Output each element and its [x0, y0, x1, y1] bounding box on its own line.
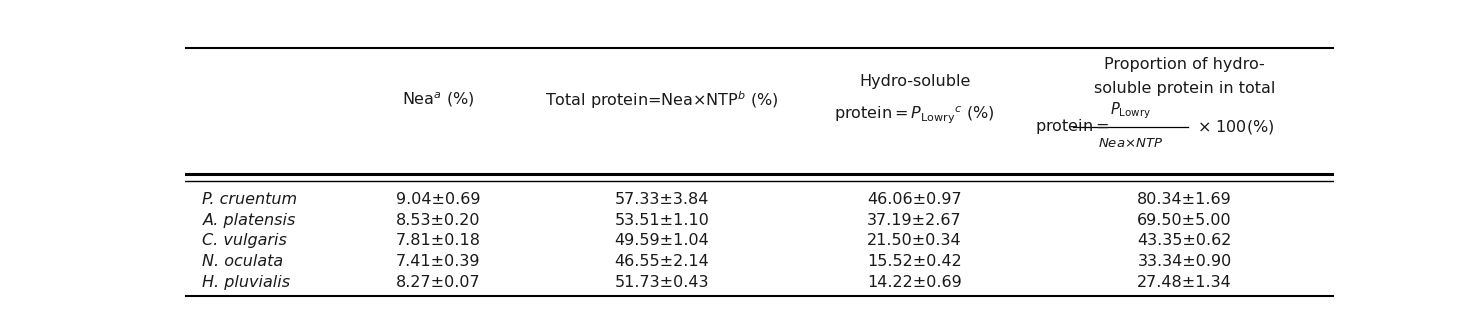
Text: Proportion of hydro-: Proportion of hydro- [1104, 57, 1264, 72]
Text: 37.19±2.67: 37.19±2.67 [867, 213, 962, 227]
Text: protein$=P_{\mathrm{Lowry}}$$^c$ (%): protein$=P_{\mathrm{Lowry}}$$^c$ (%) [834, 105, 994, 126]
Text: Total protein=Nea$\times$NTP$^b$ (%): Total protein=Nea$\times$NTP$^b$ (%) [545, 89, 778, 111]
Text: $P_{\mathrm{Lowry}}$: $P_{\mathrm{Lowry}}$ [1110, 101, 1152, 121]
Text: 7.41±0.39: 7.41±0.39 [396, 254, 480, 269]
Text: 21.50±0.34: 21.50±0.34 [867, 233, 962, 248]
Text: 8.27±0.07: 8.27±0.07 [396, 275, 480, 290]
Text: 27.48±1.34: 27.48±1.34 [1137, 275, 1232, 290]
Text: H. pluvialis: H. pluvialis [203, 275, 290, 290]
Text: 15.52±0.42: 15.52±0.42 [867, 254, 962, 269]
Text: $\mathit{Nea{\times}NTP}$: $\mathit{Nea{\times}NTP}$ [1098, 137, 1163, 150]
Text: 49.59±1.04: 49.59±1.04 [615, 233, 710, 248]
Text: 69.50±5.00: 69.50±5.00 [1137, 213, 1232, 227]
Text: 46.06±0.97: 46.06±0.97 [867, 192, 962, 207]
Text: 8.53±0.20: 8.53±0.20 [396, 213, 480, 227]
Text: 53.51±1.10: 53.51±1.10 [615, 213, 710, 227]
Text: P. cruentum: P. cruentum [203, 192, 298, 207]
Text: 80.34±1.69: 80.34±1.69 [1137, 192, 1232, 207]
Text: 9.04±0.69: 9.04±0.69 [396, 192, 480, 207]
Text: soluble protein in total: soluble protein in total [1094, 81, 1275, 96]
Text: 33.34±0.90: 33.34±0.90 [1137, 254, 1232, 269]
Text: 51.73±0.43: 51.73±0.43 [615, 275, 710, 290]
Text: 43.35±0.62: 43.35±0.62 [1137, 233, 1232, 248]
Text: 57.33±3.84: 57.33±3.84 [615, 192, 708, 207]
Text: N. oculata: N. oculata [203, 254, 283, 269]
Text: 7.81±0.18: 7.81±0.18 [396, 233, 480, 248]
Text: C. vulgaris: C. vulgaris [203, 233, 288, 248]
Text: $\times$ 100(%): $\times$ 100(%) [1197, 118, 1275, 136]
Text: Hydro-soluble: Hydro-soluble [860, 74, 971, 89]
Text: 14.22±0.69: 14.22±0.69 [867, 275, 962, 290]
Text: A. platensis: A. platensis [203, 213, 296, 227]
Text: protein$=$: protein$=$ [1034, 118, 1109, 136]
Text: 46.55±2.14: 46.55±2.14 [615, 254, 710, 269]
Text: Nea$^a$ (%): Nea$^a$ (%) [402, 90, 474, 109]
